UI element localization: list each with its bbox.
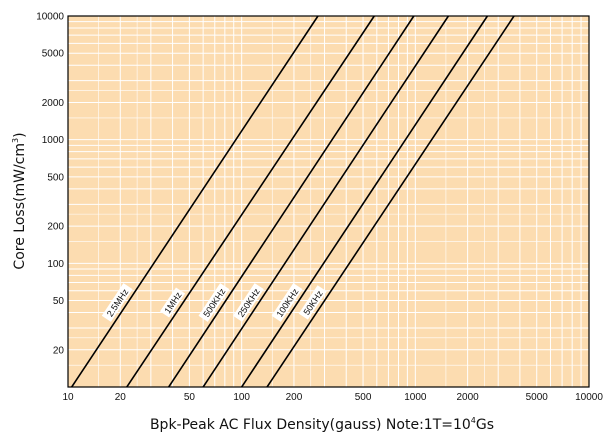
- x-tick-label: 20: [115, 392, 127, 403]
- y-tick-label: 200: [47, 222, 64, 233]
- x-tick-label: 2000: [456, 392, 479, 403]
- series-line-2.5MHz: [71, 15, 319, 388]
- series-label-bg: [101, 283, 133, 322]
- y-tick-label: 1000: [42, 135, 65, 146]
- x-tick-label: 500: [355, 392, 372, 403]
- y-tick-label: 500: [47, 172, 64, 183]
- series-label-bg: [159, 287, 186, 318]
- series-line-500KHz: [168, 15, 415, 388]
- y-tick-label: 100: [47, 259, 64, 270]
- series-label-bg: [233, 283, 264, 322]
- x-tick-label: 200: [286, 392, 303, 403]
- x-tick-label: 50: [184, 392, 196, 403]
- x-tick-label: 1000: [404, 392, 427, 403]
- x-axis-title: Bpk-Peak AC Flux Density(gauss) Note:1T=…: [150, 416, 494, 433]
- x-tick-label: 10: [62, 392, 74, 403]
- y-tick-label: 5000: [42, 49, 65, 60]
- x-tick-label: 10000: [575, 392, 603, 403]
- x-tick-label: 100: [233, 392, 250, 403]
- x-tick-label: 5000: [526, 392, 549, 403]
- series-lines: [71, 15, 515, 388]
- series-label-bg: [198, 283, 230, 322]
- series-line-50KHz: [266, 15, 515, 388]
- y-tick-label: 50: [53, 296, 65, 307]
- y-axis-title: Core Loss(mW/cm3): [11, 132, 28, 269]
- grid-lines: [68, 16, 589, 387]
- y-tick-label: 10000: [36, 12, 64, 23]
- plot-background: [68, 16, 589, 387]
- series-line-250KHz: [202, 15, 450, 388]
- series-label-bg: [298, 285, 327, 320]
- tick-labels: 10 20 50 100 200 500 1000 2000 5000 10000 20 50 100 2…: [36, 12, 603, 404]
- y-tick-label: 20: [53, 345, 65, 356]
- series-label-bg: [271, 283, 303, 322]
- y-tick-label: 2000: [42, 98, 65, 109]
- plot-frame: [67, 15, 590, 388]
- series-line-1MHz: [126, 15, 375, 388]
- series-line-100KHz: [240, 15, 489, 388]
